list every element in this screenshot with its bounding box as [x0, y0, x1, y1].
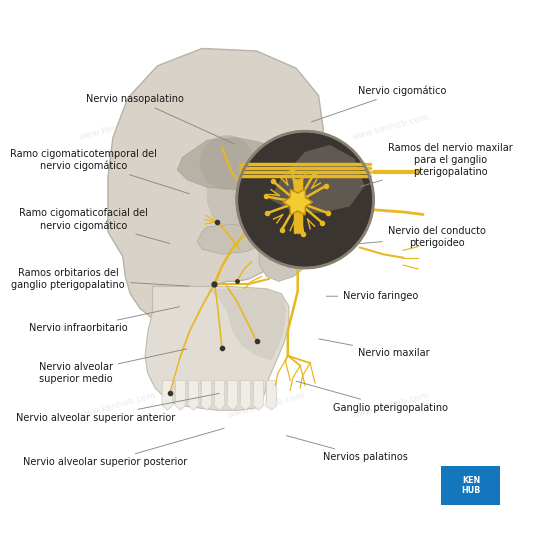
Circle shape [237, 131, 374, 268]
Text: www.kenhub.com: www.kenhub.com [78, 113, 158, 142]
Text: www.kenhub.com: www.kenhub.com [227, 113, 306, 142]
Text: Nervio maxilar: Nervio maxilar [319, 339, 430, 358]
Text: Ganglio pterigopalatino: Ganglio pterigopalatino [296, 381, 448, 413]
Text: Nervio alveolar superior posterior: Nervio alveolar superior posterior [23, 429, 224, 467]
Text: Nervios palatinos: Nervios palatinos [287, 435, 408, 462]
Text: www.kenhub.com: www.kenhub.com [351, 113, 430, 142]
Polygon shape [270, 145, 365, 213]
Polygon shape [227, 381, 238, 410]
Text: Ramo cigomaticotemporal del
nervio cigomático: Ramo cigomaticotemporal del nervio cigom… [10, 149, 190, 194]
Text: KEN
HUB: KEN HUB [461, 477, 481, 495]
Text: Ramo cigomaticofacial del
nervio cigomático: Ramo cigomaticofacial del nervio cigomát… [19, 208, 169, 244]
Polygon shape [207, 289, 286, 361]
Polygon shape [108, 49, 324, 321]
Polygon shape [177, 138, 277, 190]
Text: www.kenhub.com: www.kenhub.com [227, 391, 306, 420]
Text: Nervio alveolar
superior medio: Nervio alveolar superior medio [39, 349, 187, 384]
Polygon shape [214, 381, 225, 410]
Text: Nervio cigomático: Nervio cigomático [311, 85, 447, 122]
Polygon shape [197, 224, 262, 254]
Text: Nervio alveolar superior anterior: Nervio alveolar superior anterior [16, 393, 219, 423]
Text: Nervio nasopalatino: Nervio nasopalatino [86, 94, 234, 144]
Polygon shape [240, 381, 251, 410]
Polygon shape [283, 189, 312, 215]
Text: www.kenhub.com: www.kenhub.com [78, 391, 158, 420]
Polygon shape [266, 381, 277, 410]
Circle shape [199, 135, 254, 190]
Text: Ramos orbitarios del
ganglio pterigopalatino: Ramos orbitarios del ganglio pterigopala… [12, 268, 189, 290]
Polygon shape [175, 381, 186, 410]
Text: Nervio infraorbitario: Nervio infraorbitario [29, 306, 180, 334]
Polygon shape [291, 232, 336, 254]
Polygon shape [259, 227, 309, 281]
Polygon shape [145, 286, 289, 410]
Text: Ramos del nervio maxilar
para el ganglio
pterigopalatino: Ramos del nervio maxilar para el ganglio… [361, 143, 513, 187]
Polygon shape [253, 381, 264, 410]
Polygon shape [207, 157, 277, 237]
Polygon shape [162, 381, 173, 410]
Polygon shape [201, 381, 212, 410]
FancyBboxPatch shape [441, 466, 500, 505]
Text: www.kenhub.com: www.kenhub.com [227, 252, 306, 281]
Text: Nervio del conducto
pterigoideo: Nervio del conducto pterigoideo [356, 226, 486, 247]
Text: Nervio faringeo: Nervio faringeo [326, 291, 418, 301]
Polygon shape [188, 381, 199, 410]
Text: www.kenhub.com: www.kenhub.com [351, 391, 430, 420]
